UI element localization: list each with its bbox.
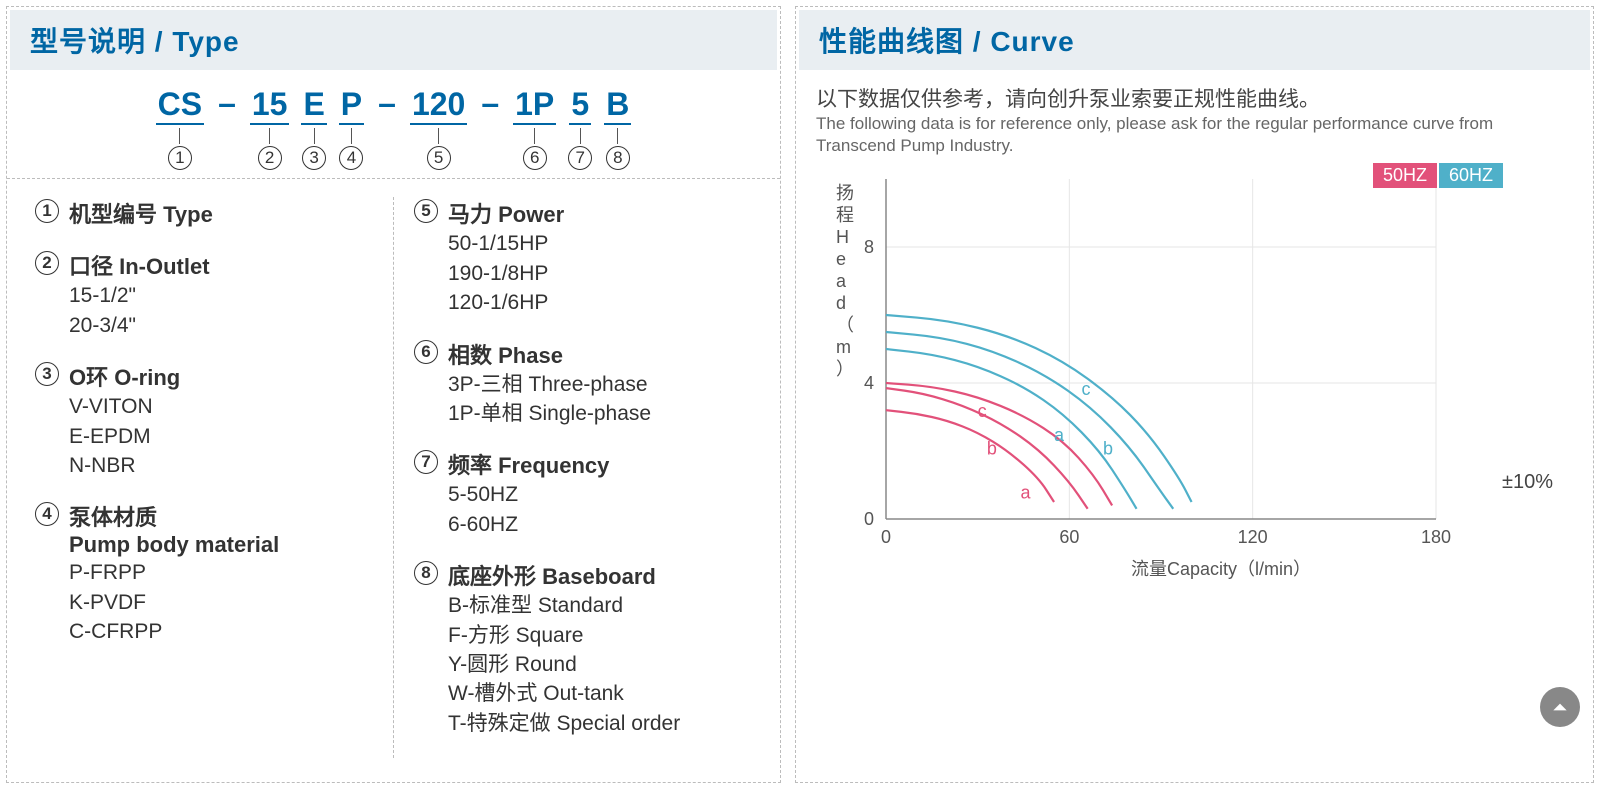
svg-text:d: d [836,293,846,313]
svg-text:m: m [836,337,851,357]
svg-text:120: 120 [1238,527,1268,547]
svg-text:（: （ [836,315,854,335]
model-segment-5: 1205 [410,85,467,170]
svg-text:a: a [1054,425,1065,445]
svg-text:e: e [836,249,846,269]
svg-text:a: a [836,271,847,291]
model-segment-1: CS1 [156,85,204,170]
svg-text:b: b [987,439,997,459]
svg-text:180: 180 [1421,527,1451,547]
model-dash: – [479,85,501,122]
svg-text:60: 60 [1059,527,1079,547]
model-segment-4: P4 [339,85,364,170]
model-code: CS1–152E3P4–1205–1P657B8 [7,73,780,174]
svg-text:8: 8 [864,237,874,257]
type-panel-title: 型号说明 / Type [10,10,777,70]
chevron-up-icon [1550,697,1570,717]
performance-chart: 060120180048流量Capacity（l/min）扬程Head（m）ab… [816,169,1456,589]
def-item-1: 1机型编号 Type [35,197,373,229]
model-segment-8: B8 [604,85,631,170]
svg-text:c: c [1082,379,1091,399]
curve-note: 以下数据仅供参考，请向创升泵业索要正规性能曲线。 The following d… [796,73,1593,157]
scroll-top-button[interactable] [1540,687,1580,727]
model-dash: – [376,85,398,122]
svg-text:a: a [1020,483,1031,503]
svg-text:c: c [978,401,987,421]
model-segment-3: E3 [301,85,326,170]
def-item-6: 6相数 Phase3P-三相 Three-phase1P-单相 Single-p… [414,338,752,429]
legend-50hz: 50HZ [1373,163,1437,188]
svg-text:程: 程 [836,205,854,225]
def-item-7: 7频率 Frequency5-50HZ6-60HZ [414,448,752,539]
chart-legend: 50HZ 60HZ [1373,163,1503,188]
svg-text:0: 0 [881,527,891,547]
svg-text:0: 0 [864,509,874,529]
def-item-3: 3O环 O-ringV-VITONE-EPDMN-NBR [35,360,373,480]
model-segment-2: 152 [250,85,290,170]
def-item-8: 8底座外形 BaseboardB-标准型 StandardF-方形 Square… [414,559,752,738]
model-dash: – [216,85,238,122]
def-item-5: 5马力 Power50-1/15HP190-1/8HP120-1/6HP [414,197,752,317]
svg-text:扬: 扬 [836,183,854,203]
svg-text:4: 4 [864,373,874,393]
curve-panel: 性能曲线图 / Curve 以下数据仅供参考，请向创升泵业索要正规性能曲线。 T… [795,6,1594,783]
svg-text:H: H [836,227,849,247]
model-segment-6: 1P6 [513,85,556,170]
type-definitions: 1机型编号 Type 2口径 In-Outlet15-1/2"20-3/4" 3O环… [7,179,780,782]
tolerance-label: ±10% [1502,471,1553,494]
model-segment-7: 57 [568,85,592,170]
def-item-4: 4泵体材质Pump body materialP-FRPPK-PVDFC-CFR… [35,500,373,646]
type-panel: 型号说明 / Type CS1–152E3P4–1205–1P657B8 1机型… [6,6,781,783]
curve-panel-title: 性能曲线图 / Curve [799,10,1590,70]
def-item-2: 2口径 In-Outlet15-1/2"20-3/4" [35,249,373,340]
svg-text:b: b [1103,439,1113,459]
svg-text:）: ） [836,359,854,379]
svg-text:流量Capacity（l/min）: 流量Capacity（l/min） [1131,559,1311,579]
legend-60hz: 60HZ [1439,163,1503,188]
chart-wrap: 50HZ 60HZ 0 60 120 180 0 4 8 流量Capacity（l/min） 扬… [796,157,1593,614]
